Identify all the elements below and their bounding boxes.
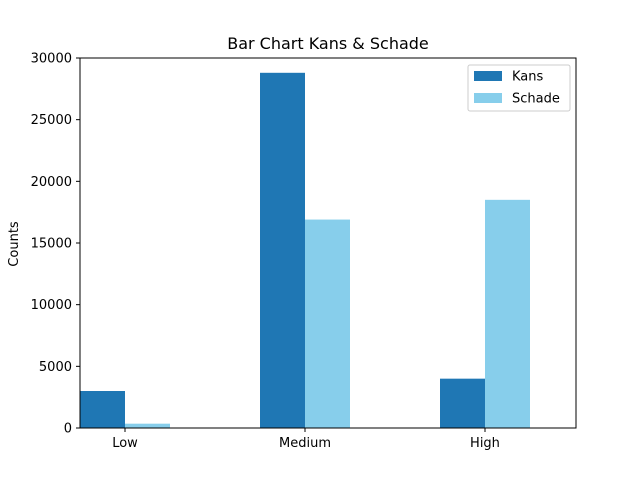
x-axis-ticks: Low Medium High — [112, 428, 500, 451]
y-axis-ticks: 0 5000 10000 15000 20000 25000 30000 — [31, 52, 80, 437]
legend: Kans Schade — [467, 64, 571, 112]
y-tick-label: 25000 — [31, 113, 72, 128]
bar-kans-medium — [260, 72, 305, 429]
legend-swatch-kans — [474, 71, 502, 81]
y-tick-label: 20000 — [31, 175, 72, 190]
y-axis-label: Counts — [7, 221, 22, 267]
y-tick-label: 0 — [64, 422, 72, 437]
y-tick-label: 15000 — [31, 237, 72, 252]
x-tick-label: High — [470, 436, 500, 451]
bar-schade-medium — [305, 219, 350, 428]
y-tick-label: 30000 — [31, 52, 72, 67]
legend-label-schade: Schade — [512, 92, 560, 107]
bars-group — [80, 72, 530, 429]
plot-frame — [79, 57, 577, 429]
legend-swatch-schade — [474, 93, 502, 103]
bar-schade-low — [125, 423, 170, 428]
y-tick-label: 5000 — [39, 360, 72, 375]
bar-kans-high — [440, 378, 485, 428]
chart-title: Bar Chart Kans & Schade — [227, 34, 429, 53]
bar-kans-low — [80, 391, 125, 428]
x-tick-label: Low — [112, 436, 138, 451]
bar-schade-high — [485, 199, 530, 428]
x-tick-label: Medium — [279, 436, 331, 451]
y-tick-label: 10000 — [31, 298, 72, 313]
legend-label-kans: Kans — [512, 70, 544, 85]
